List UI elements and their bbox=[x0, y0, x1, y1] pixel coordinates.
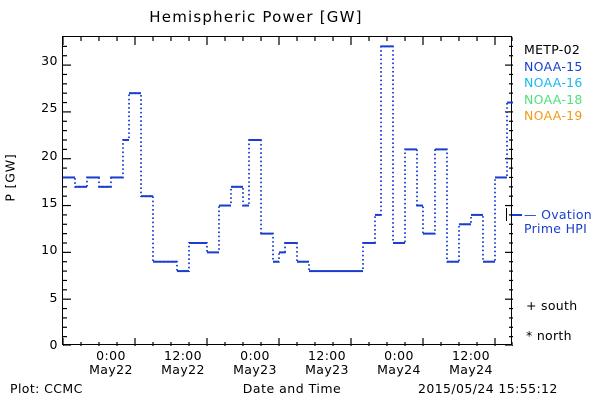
x-tick-0-time: 0:00 bbox=[96, 348, 126, 363]
x-tick-2: 0:00 May23 bbox=[213, 349, 297, 376]
x-tick-1: 12:00 May22 bbox=[141, 349, 225, 376]
series-ovation-prime-hpi-steps bbox=[63, 45, 513, 273]
ovation-axis-tick bbox=[506, 208, 507, 221]
y-tick-5: 5 bbox=[49, 290, 58, 305]
x-tick-2-time: 0:00 bbox=[240, 348, 270, 363]
x-tick-4: 0:00 May24 bbox=[357, 349, 441, 376]
y-axis-tick-marks bbox=[63, 45, 513, 346]
x-axis-label: Date and Time bbox=[242, 381, 342, 396]
x-tick-0: 0:00 May22 bbox=[69, 349, 153, 376]
generated-timestamp: 2015/05/24 15:55:12 bbox=[418, 381, 558, 396]
ovation-line-swatch bbox=[512, 214, 522, 216]
x-tick-1-date: May22 bbox=[161, 361, 205, 377]
y-tick-30: 30 bbox=[41, 53, 58, 68]
legend-item-noaa-16[interactable]: NOAA-16 bbox=[524, 75, 583, 90]
plot-area bbox=[62, 36, 513, 346]
x-axis-tick-marks bbox=[63, 37, 513, 346]
legend-ovation-line1: — Ovation bbox=[524, 207, 593, 222]
x-tick-5-time: 12:00 bbox=[451, 348, 491, 363]
y-tick-25: 25 bbox=[41, 100, 58, 115]
chart-title: Hemispheric Power [GW] bbox=[149, 8, 363, 26]
plot-svg bbox=[63, 37, 513, 346]
y-axis-label: P [GW] bbox=[2, 153, 18, 202]
legend-south-marker: + south bbox=[526, 298, 578, 313]
y-tick-15: 15 bbox=[41, 195, 58, 210]
legend-item-noaa-19[interactable]: NOAA-19 bbox=[524, 108, 583, 123]
x-tick-5-date: May24 bbox=[449, 361, 493, 377]
legend-north-marker: * north bbox=[526, 328, 572, 343]
legend-ovation-prime-hpi[interactable]: — Ovation Prime HPI bbox=[524, 208, 600, 236]
x-tick-3: 12:00 May23 bbox=[285, 349, 369, 376]
x-tick-5: 12:00 May24 bbox=[429, 349, 513, 376]
x-tick-3-date: May23 bbox=[305, 361, 349, 377]
x-tick-4-time: 0:00 bbox=[384, 348, 414, 363]
legend-satellites: METP-02 NOAA-15 NOAA-16 NOAA-18 NOAA-19 bbox=[524, 42, 600, 125]
x-tick-4-date: May24 bbox=[377, 361, 421, 377]
series-ovation-prime-hpi bbox=[63, 45, 513, 272]
x-tick-3-time: 12:00 bbox=[307, 348, 347, 363]
y-axis-ticks: 0 5 10 15 20 25 30 bbox=[28, 0, 58, 400]
legend-item-metp-02[interactable]: METP-02 bbox=[524, 42, 581, 57]
plot-credit: Plot: CCMC bbox=[10, 381, 83, 396]
legend-ovation-line2: Prime HPI bbox=[524, 221, 588, 236]
y-tick-0: 0 bbox=[49, 337, 58, 352]
x-tick-1-time: 12:00 bbox=[163, 348, 203, 363]
x-tick-0-date: May22 bbox=[89, 361, 133, 377]
y-tick-20: 20 bbox=[41, 148, 58, 163]
legend-item-noaa-15[interactable]: NOAA-15 bbox=[524, 58, 583, 74]
y-tick-10: 10 bbox=[41, 242, 58, 257]
x-tick-2-date: May23 bbox=[233, 361, 277, 377]
legend-item-noaa-18[interactable]: NOAA-18 bbox=[524, 91, 583, 107]
